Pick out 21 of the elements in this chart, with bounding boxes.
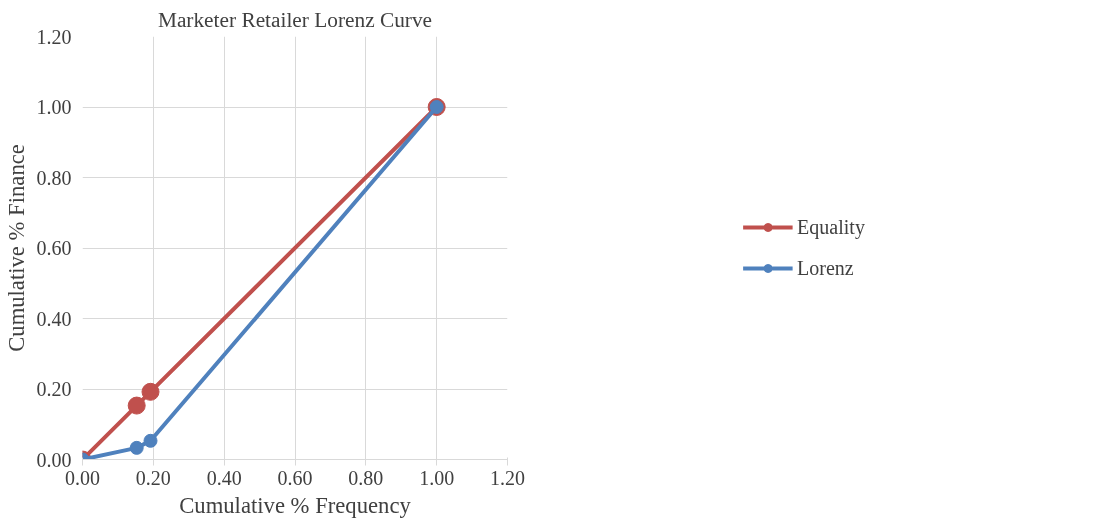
- x-tick-label: 1.20: [490, 466, 525, 489]
- x-axis-title: Cumulative % Frequency: [179, 492, 412, 518]
- y-tick-label: 0.60: [36, 237, 72, 259]
- point: [141, 382, 160, 401]
- x-tick-label: 0.80: [348, 466, 384, 489]
- y-tick-label: 0.40: [36, 307, 72, 330]
- y-tick-label: 0.80: [36, 166, 72, 189]
- y-tick-label: 0.20: [36, 378, 72, 400]
- y-tick-label: 1.00: [36, 96, 72, 118]
- x-tick-label: 0.20: [135, 466, 171, 489]
- legend-label: Lorenz: [797, 256, 854, 280]
- y-axis-title: Cumulative % Finance: [3, 144, 29, 352]
- legend-label: Equality: [797, 215, 865, 239]
- x-tick-label: 1.00: [419, 466, 455, 489]
- chart-title: Marketer Retailer Lorenz Curve: [157, 7, 433, 32]
- point: [127, 396, 146, 415]
- point: [143, 433, 158, 448]
- point: [129, 440, 144, 455]
- x-tick-label: 0.40: [206, 466, 242, 489]
- x-tick-label: 0.60: [277, 466, 313, 489]
- y-tick-label: 1.20: [36, 25, 72, 48]
